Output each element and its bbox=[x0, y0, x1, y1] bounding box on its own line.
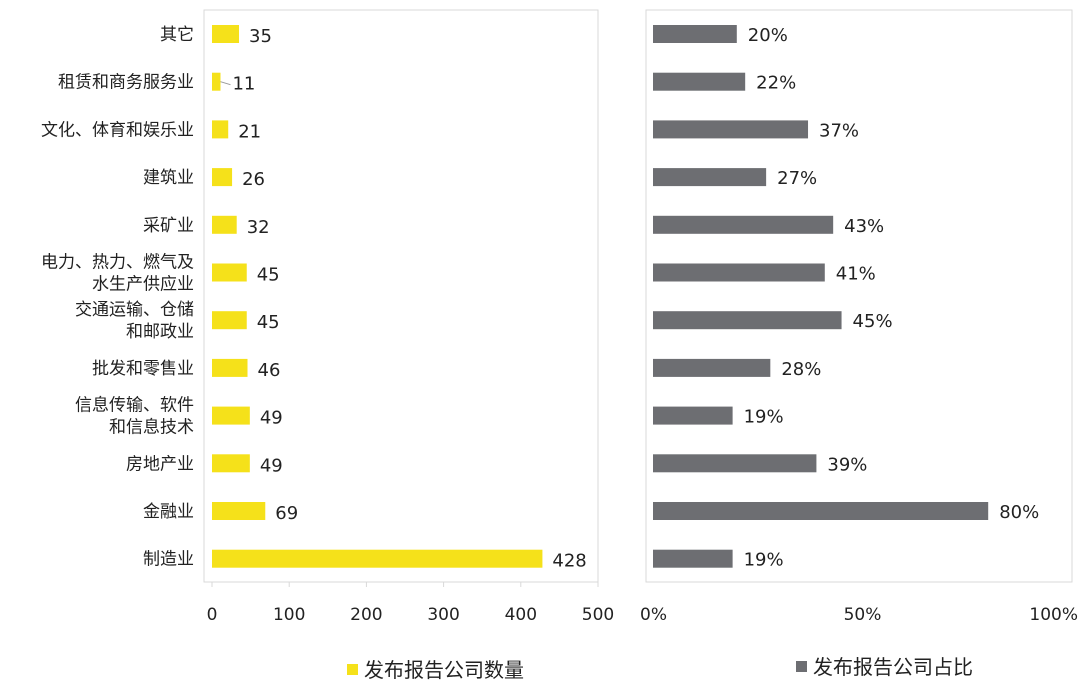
count-bar bbox=[212, 120, 229, 139]
count-bar bbox=[212, 406, 250, 425]
share-bar bbox=[653, 502, 989, 520]
count-value-label: 35 bbox=[249, 26, 272, 47]
count-value-label: 21 bbox=[238, 121, 261, 142]
share-bar bbox=[653, 215, 834, 234]
share-value-label: 80% bbox=[999, 502, 1039, 523]
share-bar bbox=[653, 549, 733, 568]
category-label: 租赁和商务服务业 bbox=[58, 73, 194, 93]
count-bar bbox=[212, 72, 221, 91]
share-bar bbox=[653, 454, 817, 473]
category-label: 信息传输、软件和信息技术 bbox=[75, 396, 194, 438]
count-value-label: 46 bbox=[258, 360, 281, 381]
category-label: 电力、热力、燃气及水生产供应业 bbox=[41, 253, 194, 295]
share-value-label: 37% bbox=[819, 120, 859, 141]
category-label: 建筑业 bbox=[143, 168, 194, 188]
share-bar-chart: 20% 22% 37% 27% 43% 41% 45% 28% 19% 39% 80% 19% 0% 50… bbox=[640, 25, 1078, 625]
count-bar bbox=[212, 215, 237, 234]
count-value-label: 11 bbox=[232, 74, 255, 95]
count-bar-chart: 其它 35 租赁和商务服务业 11 文化、体育和娱乐业 21 建筑业 26 采矿业 32 电力、热力… bbox=[41, 25, 614, 625]
legend-swatch-share bbox=[796, 661, 807, 672]
share-bar bbox=[653, 263, 825, 282]
share-value-label: 41% bbox=[836, 264, 876, 285]
count-bar bbox=[212, 358, 248, 377]
category-label: 交通运输、仓储和邮政业 bbox=[75, 300, 194, 342]
value-leader-line bbox=[220, 81, 231, 86]
x-tick-label: 0 bbox=[207, 605, 218, 625]
count-value-label: 49 bbox=[260, 408, 283, 429]
left-plot-frame bbox=[203, 9, 599, 583]
x-tick-label: 200 bbox=[350, 605, 382, 625]
count-value-label: 69 bbox=[275, 503, 298, 524]
right-plot-frame bbox=[645, 9, 1073, 583]
share-value-label: 22% bbox=[756, 73, 796, 94]
count-value-label: 45 bbox=[257, 265, 280, 286]
category-label: 批发和零售业 bbox=[92, 359, 194, 379]
share-value-label: 27% bbox=[777, 168, 817, 189]
share-value-label: 43% bbox=[844, 216, 884, 237]
legend-label-count: 发布报告公司数量 bbox=[364, 658, 524, 682]
x-tick-label: 50% bbox=[844, 605, 882, 625]
share-bar bbox=[653, 311, 842, 330]
category-label: 房地产业 bbox=[126, 454, 194, 474]
count-value-label: 26 bbox=[242, 169, 265, 190]
share-bar bbox=[653, 406, 733, 425]
share-value-label: 28% bbox=[781, 359, 821, 380]
count-value-label: 45 bbox=[257, 312, 280, 333]
share-bar bbox=[653, 168, 767, 187]
category-label: 文化、体育和娱乐业 bbox=[41, 120, 194, 140]
share-bar bbox=[653, 72, 746, 91]
category-label: 制造业 bbox=[143, 550, 194, 570]
count-bar bbox=[212, 454, 250, 473]
share-value-label: 19% bbox=[744, 550, 784, 571]
x-tick-label: 500 bbox=[582, 605, 614, 625]
x-tick-label: 0% bbox=[640, 605, 667, 625]
share-bar bbox=[653, 120, 809, 139]
legend-swatch-count bbox=[347, 664, 358, 675]
count-bar bbox=[212, 263, 247, 282]
category-label: 其它 bbox=[160, 25, 194, 45]
x-tick-label: 100 bbox=[273, 605, 305, 625]
count-bar bbox=[212, 502, 266, 520]
count-bar bbox=[212, 549, 543, 568]
count-bar bbox=[212, 311, 247, 330]
share-bar bbox=[653, 358, 771, 377]
count-value-label: 32 bbox=[247, 217, 270, 238]
x-tick-label: 400 bbox=[505, 605, 537, 625]
x-tick-label: 300 bbox=[427, 605, 459, 625]
category-label: 采矿业 bbox=[143, 216, 194, 236]
share-value-label: 39% bbox=[827, 454, 867, 475]
share-value-label: 20% bbox=[748, 25, 788, 46]
count-bar bbox=[212, 25, 240, 43]
share-value-label: 19% bbox=[744, 407, 784, 428]
chart-legend: 发布报告公司数量 发布报告公司占比 bbox=[347, 655, 973, 682]
count-value-label: 428 bbox=[552, 551, 586, 572]
count-value-label: 49 bbox=[260, 455, 283, 476]
share-bar bbox=[653, 25, 737, 43]
share-value-label: 45% bbox=[853, 311, 893, 332]
x-tick-label: 100% bbox=[1029, 605, 1078, 625]
count-bar bbox=[212, 168, 233, 187]
legend-label-share: 发布报告公司占比 bbox=[813, 655, 973, 679]
category-label: 金融业 bbox=[143, 502, 194, 522]
